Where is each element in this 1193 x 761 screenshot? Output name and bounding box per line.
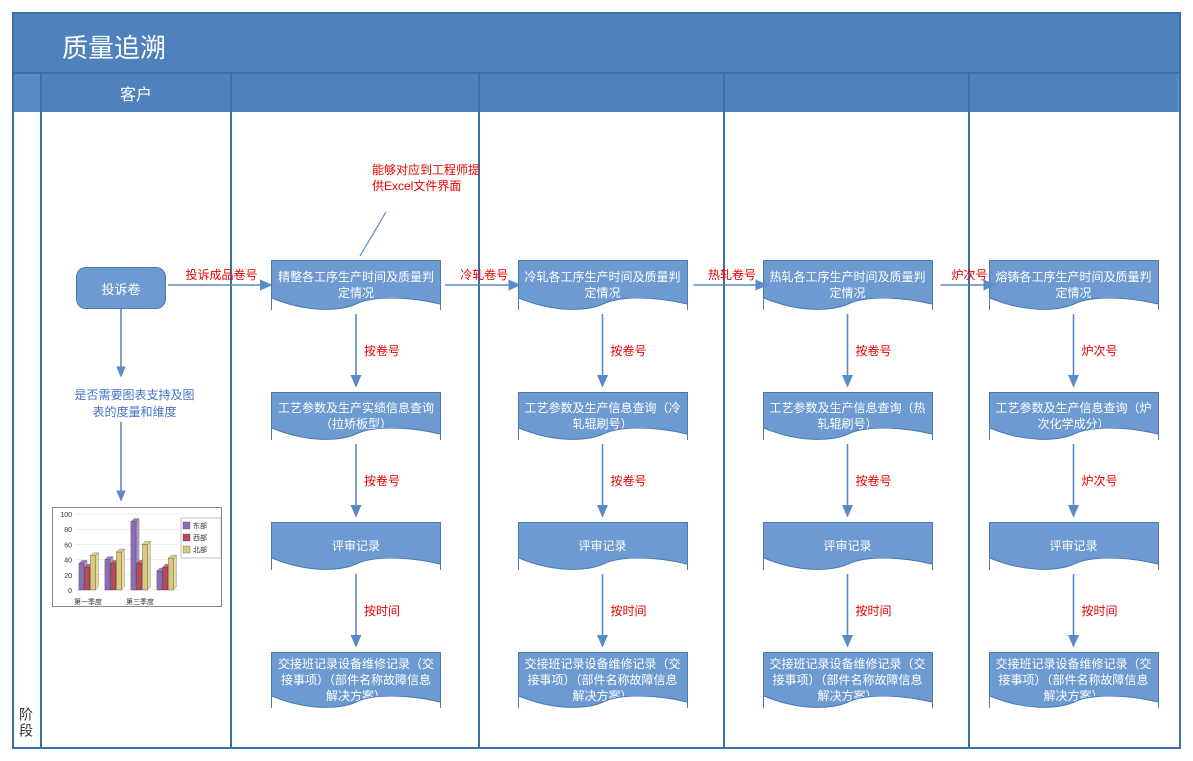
node-complaint: 投诉卷 — [76, 267, 166, 309]
edge-label-h23: 冷轧卷号 — [460, 267, 508, 283]
svg-text:60: 60 — [64, 542, 72, 549]
svg-text:第三季度: 第三季度 — [126, 597, 154, 606]
edge-label-complaint: 投诉成品卷号 — [185, 267, 257, 283]
edge-label-v5bc: 炉次号 — [1082, 473, 1118, 489]
edge-label-h34: 热轧卷号 — [708, 267, 756, 283]
edge-label-v5ab: 炉次号 — [1082, 343, 1118, 359]
svg-text:北部: 北部 — [193, 545, 207, 554]
sample-bar-chart: 0 20 40 60 80 100 第一季度 第三季度 东部西部北部 — [52, 507, 222, 607]
node-n4a-label: 热轧各工序生产时间及质量判定情况 — [770, 269, 926, 301]
node-n3b: 工艺参数及生产信息查询（冷轧辊刷号） — [518, 392, 688, 440]
edge-label-v4ab: 按卷号 — [856, 343, 892, 359]
lane-3: 冷轧各工序生产时间及质量判定情况工艺参数及生产信息查询（冷轧辊刷号） 评审记录交接… — [480, 112, 725, 747]
lane-2: 能够对应到工程师提供Excel文件界面 精整各工序生产时间及质量判定情况工艺参数… — [232, 112, 480, 747]
svg-text:20: 20 — [64, 573, 72, 580]
edge-label-v3bc: 按卷号 — [611, 473, 647, 489]
node-n3c-label: 评审记录 — [578, 538, 626, 554]
node-complaint-label: 投诉卷 — [101, 279, 140, 298]
node-n3d: 交接班记录设备维修记录（交接事项）（部件名称故障信息解决方案） — [518, 652, 688, 708]
lane-header-customer: 客户 — [42, 74, 232, 112]
lane-customer: 投诉卷 是否需要图表支持及图表的度量和维度 0 20 40 60 80 100 第一季度 第三… — [42, 112, 232, 747]
node-n4d: 交接班记录设备维修记录（交接事项）（部件名称故障信息解决方案） — [763, 652, 933, 708]
diagram-frame: 质量追溯 客户 阶段 投诉卷 是否需要图表支持及图表的度量和维度 0 20 40 60… — [12, 12, 1181, 749]
edge-label-v3cd: 按时间 — [611, 603, 647, 619]
node-n3a-label: 冷轧各工序生产时间及质量判定情况 — [525, 269, 681, 301]
lane-header-2 — [232, 74, 480, 112]
node-n2a: 精整各工序生产时间及质量判定情况 — [271, 260, 441, 310]
svg-text:第一季度: 第一季度 — [74, 597, 102, 606]
node-n5b: 工艺参数及生产信息查询（炉次化学成分） — [989, 392, 1159, 440]
annotation-excel: 能够对应到工程师提供Excel文件界面 — [372, 162, 484, 194]
edge-label-v4cd: 按时间 — [856, 603, 892, 619]
lanes-header-row: 客户 — [14, 74, 1179, 112]
node-n5d: 交接班记录设备维修记录（交接事项）（部件名称故障信息解决方案） — [989, 652, 1159, 708]
lane-5: 熔铸各工序生产时间及质量判定情况工艺参数及生产信息查询（炉次化学成分） 评审记录交… — [970, 112, 1177, 747]
svg-text:40: 40 — [64, 558, 72, 565]
svg-text:0: 0 — [68, 588, 72, 595]
lanes-body: 阶段 投诉卷 是否需要图表支持及图表的度量和维度 0 20 40 60 80 100 第一季… — [14, 112, 1179, 747]
svg-text:100: 100 — [60, 512, 72, 519]
edge-label-h45: 炉次号 — [951, 267, 987, 283]
node-n2c: 评审记录 — [271, 522, 441, 570]
edge-label-v2cd: 按时间 — [364, 603, 400, 619]
node-n2b: 工艺参数及生产实绩信息查询（拉矫板型） — [271, 392, 441, 440]
node-n5c-label: 评审记录 — [1049, 538, 1097, 554]
node-n5c: 评审记录 — [989, 522, 1159, 570]
edge-label-v2bc: 按卷号 — [364, 473, 400, 489]
phase-header-spacer — [14, 74, 42, 112]
node-n4b: 工艺参数及生产信息查询（热轧辊刷号） — [763, 392, 933, 440]
page-title: 质量追溯 — [14, 14, 1179, 74]
node-n5a-label: 熔铸各工序生产时间及质量判定情况 — [996, 269, 1152, 301]
lane-header-5 — [970, 74, 1177, 112]
edge-label-v5cd: 按时间 — [1082, 603, 1118, 619]
node-n2c-label: 评审记录 — [332, 538, 380, 554]
node-n4a: 热轧各工序生产时间及质量判定情况 — [763, 260, 933, 310]
svg-text:东部: 东部 — [193, 521, 207, 530]
mini-chart-svg: 0 20 40 60 80 100 第一季度 第三季度 东部西部北部 — [53, 508, 223, 608]
node-n2d: 交接班记录设备维修记录（交接事项）（部件名称故障信息解决方案） — [271, 652, 441, 708]
svg-text:西部: 西部 — [193, 533, 207, 542]
lane1-arrows — [42, 112, 230, 747]
phase-column: 阶段 — [14, 112, 42, 747]
lane-header-3 — [480, 74, 725, 112]
node-n2a-label: 精整各工序生产时间及质量判定情况 — [278, 269, 434, 301]
node-n4c-label: 评审记录 — [823, 538, 871, 554]
lane-4: 热轧各工序生产时间及质量判定情况工艺参数及生产信息查询（热轧辊刷号） 评审记录交接… — [725, 112, 970, 747]
node-n5a: 熔铸各工序生产时间及质量判定情况 — [989, 260, 1159, 310]
node-n3c: 评审记录 — [518, 522, 688, 570]
node-n3a: 冷轧各工序生产时间及质量判定情况 — [518, 260, 688, 310]
node-n4c: 评审记录 — [763, 522, 933, 570]
phase-label: 阶段 — [16, 707, 36, 739]
edge-label-v4bc: 按卷号 — [856, 473, 892, 489]
edge-label-v2ab: 按卷号 — [364, 343, 400, 359]
lane-header-4 — [725, 74, 970, 112]
chart-question-text: 是否需要图表支持及图表的度量和维度 — [72, 387, 197, 422]
svg-text:80: 80 — [64, 527, 72, 534]
edge-label-v3ab: 按卷号 — [611, 343, 647, 359]
